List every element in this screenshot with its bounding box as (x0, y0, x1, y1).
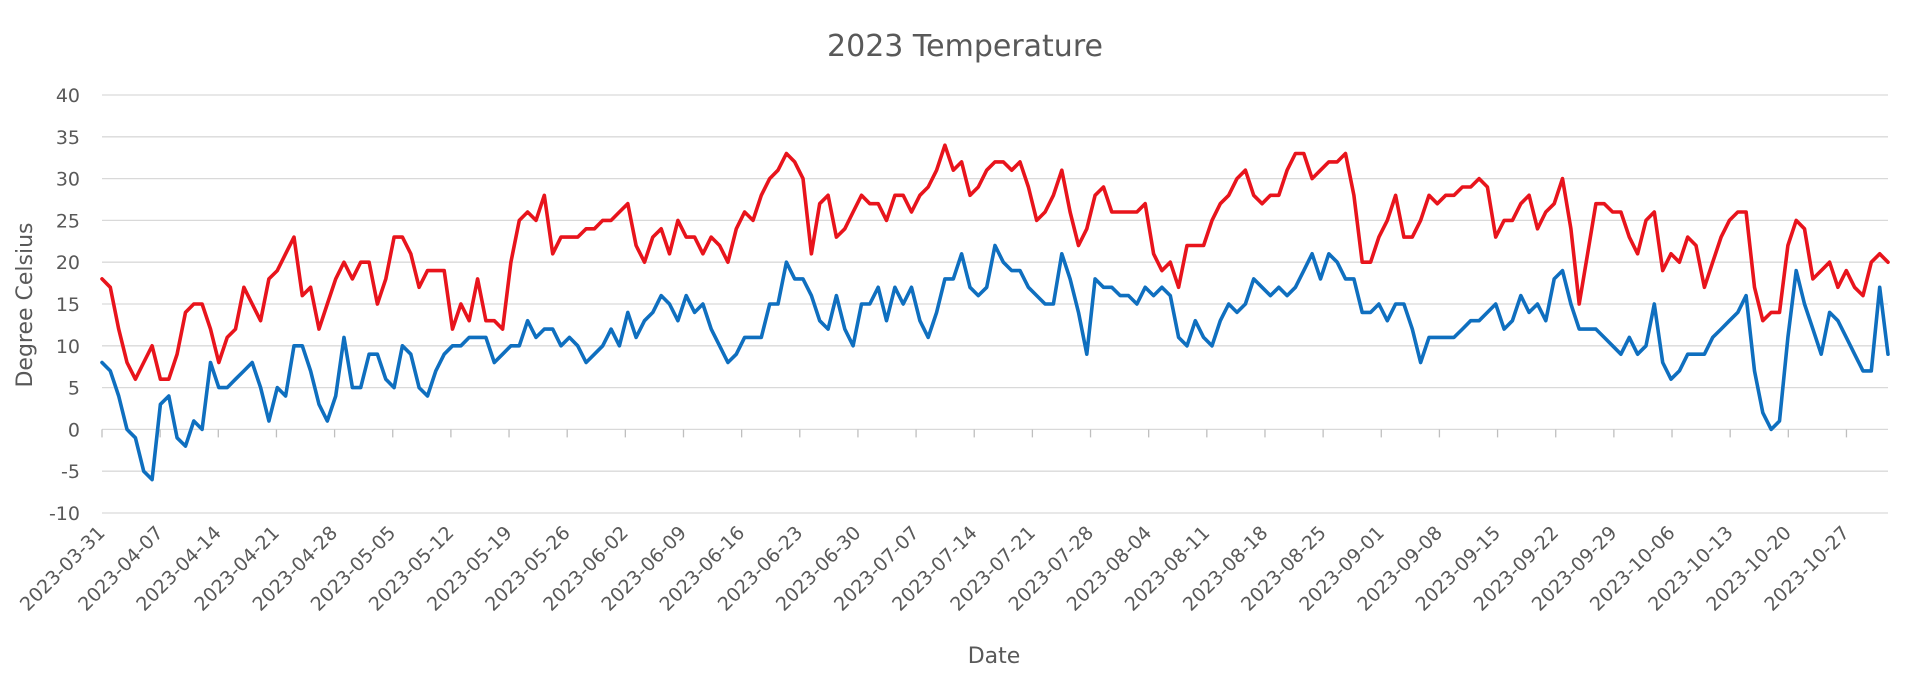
y-tick-label: 10 (56, 336, 80, 358)
series-line-2 (100, 243, 1890, 482)
y-tick-label: 5 (68, 378, 80, 400)
y-tick-label: 35 (56, 127, 80, 149)
gridlines (101, 94, 1888, 514)
chart-title: 2023 Temperature (827, 29, 1103, 64)
y-axis-title: Degree Celsius (13, 222, 38, 387)
series-lines (100, 143, 1890, 482)
series-line-1 (100, 143, 1890, 382)
y-tick-label: 30 (56, 169, 80, 191)
y-tick-label: 15 (56, 294, 80, 316)
y-tick-label: 25 (56, 210, 80, 232)
y-axis-tick-labels: -10 -5 0 5 10 15 20 25 30 35 40 (49, 85, 80, 525)
y-tick-label: -5 (61, 461, 80, 483)
y-tick-label: 0 (68, 419, 80, 441)
x-axis-tick-labels: 2023-03-312023-04-072023-04-142023-04-21… (16, 522, 1854, 616)
y-tick-label: 40 (56, 85, 80, 107)
x-axis-title: Date (968, 644, 1021, 669)
y-tick-label: 20 (56, 252, 80, 274)
y-tick-label: -10 (49, 503, 80, 525)
